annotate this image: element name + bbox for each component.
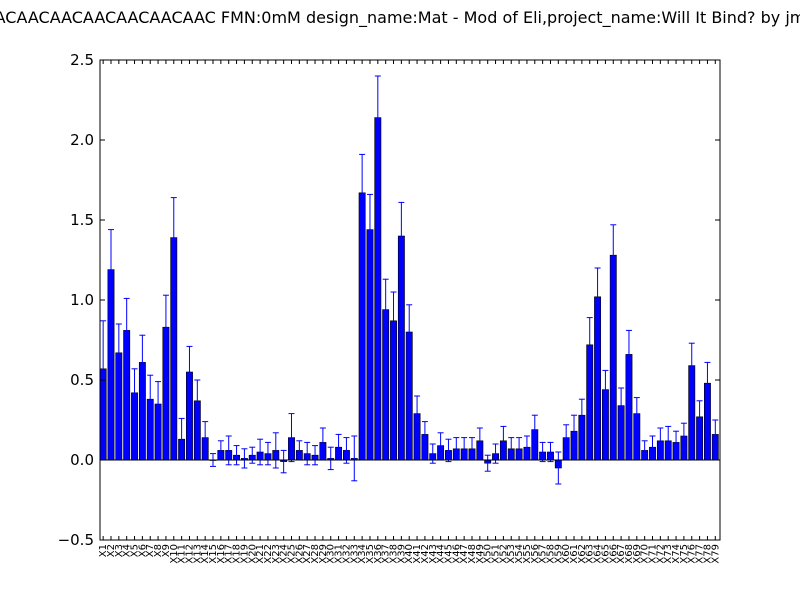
x-tick-label: X31 [334,544,345,564]
x-tick-label: X19 [239,544,250,564]
x-tick-label: X65 [600,544,611,564]
x-tick-label: X8 [153,544,164,557]
x-tick-label: X35 [365,544,376,564]
x-tick-label: X59 [553,544,564,564]
x-tick-label: X44 [436,544,447,564]
plot-frame [99,59,721,541]
y-tick-label: 0.0 [70,451,94,469]
x-tick-label: X73 [663,544,674,564]
x-tick-label: X71 [648,544,659,564]
x-tick-label: X34 [357,544,368,564]
x-tick-label: X77 [695,544,706,564]
bar [374,117,382,461]
x-tick-label: X20 [247,544,258,564]
x-tick-label: X37 [381,544,392,564]
x-tick-label: X54 [514,544,525,564]
x-tick-label: X12 [184,544,195,564]
x-tick-label: X36 [373,544,384,564]
x-tick-label: X42 [420,544,431,564]
y-tick-label: 2.5 [70,51,94,69]
x-tick-label: X24 [279,544,290,564]
x-tick-label: X58 [545,544,556,564]
x-tick-label: X47 [459,544,470,564]
x-tick-label: X18 [232,544,243,564]
chart-title-text: ACAACAACAACAACAACAAC FMN:0mM design_name… [0,8,800,27]
x-tick-label: X29 [318,544,329,564]
x-tick-label: X53 [506,544,517,564]
x-tick-label: X68 [624,544,635,564]
x-tick-label: X46 [451,544,462,564]
x-tick-label: X40 [404,544,415,564]
x-tick-label: X1 [98,544,109,557]
x-tick-label: X69 [632,544,643,564]
x-tick-label: X63 [585,544,596,564]
x-tick-label: X60 [561,544,572,564]
x-tick-label: X74 [671,544,682,564]
x-tick-label: X43 [428,544,439,564]
x-tick-label: X30 [326,544,337,564]
x-tick-label: X11 [177,544,188,564]
x-tick-label: X16 [216,544,227,564]
x-tick-label: X14 [200,544,211,564]
x-tick-label: X64 [593,544,604,564]
x-tick-label: X28 [310,544,321,564]
x-tick-label: X23 [271,544,282,564]
x-tick-label: X55 [522,544,533,564]
x-tick-label: X4 [122,544,133,557]
x-tick-label: X51 [491,544,502,564]
x-tick-label: X62 [577,544,588,564]
x-tick-label: X17 [224,544,235,564]
x-tick-label: X75 [679,544,690,564]
x-tick-label: X39 [396,544,407,564]
x-tick-label: X32 [341,544,352,564]
y-tick-label: 2.0 [70,131,94,149]
x-tick-label: X3 [114,544,125,557]
y-tick-label: 0.5 [70,371,94,389]
x-tick-label: X56 [530,544,541,564]
x-tick-label: X33 [349,544,360,564]
x-tick-label: X2 [106,544,117,557]
x-tick-label: X45 [443,544,454,564]
x-tick-label: X7 [145,544,156,557]
x-tick-label: X78 [702,544,713,564]
x-tick-label: X38 [389,544,400,564]
x-tick-label: X79 [710,544,721,564]
y-tick-label: −0.5 [58,531,94,549]
x-tick-label: X9 [161,544,172,557]
x-tick-label: X49 [475,544,486,564]
y-tick-label: 1.0 [70,291,94,309]
x-tick-label: X52 [498,544,509,564]
x-tick-label: X27 [302,544,313,564]
x-tick-label: X50 [483,544,494,564]
x-tick-label: X26 [294,544,305,564]
x-tick-label: X21 [255,544,266,564]
x-tick-label: X72 [655,544,666,564]
x-tick-label: X61 [569,544,580,564]
x-tick-label: X76 [687,544,698,564]
x-tick-label: X67 [616,544,627,564]
x-tick-label: X13 [192,544,203,564]
x-tick-label: X70 [640,544,651,564]
x-tick-label: X48 [467,544,478,564]
y-tick-label: 1.5 [70,211,94,229]
x-tick-label: X25 [286,544,297,564]
x-tick-label: X5 [130,544,141,557]
x-tick-label: X66 [608,544,619,564]
chart-title: ACAACAACAACAACAACAAC FMN:0mM design_name… [0,8,800,28]
x-tick-label: X6 [137,544,148,557]
x-tick-label: X41 [412,544,423,564]
x-tick-label: X10 [169,544,180,564]
x-tick-label: X57 [538,544,549,564]
bar [358,192,366,461]
x-tick-label: X22 [263,544,274,564]
x-tick-label: X15 [208,544,219,564]
